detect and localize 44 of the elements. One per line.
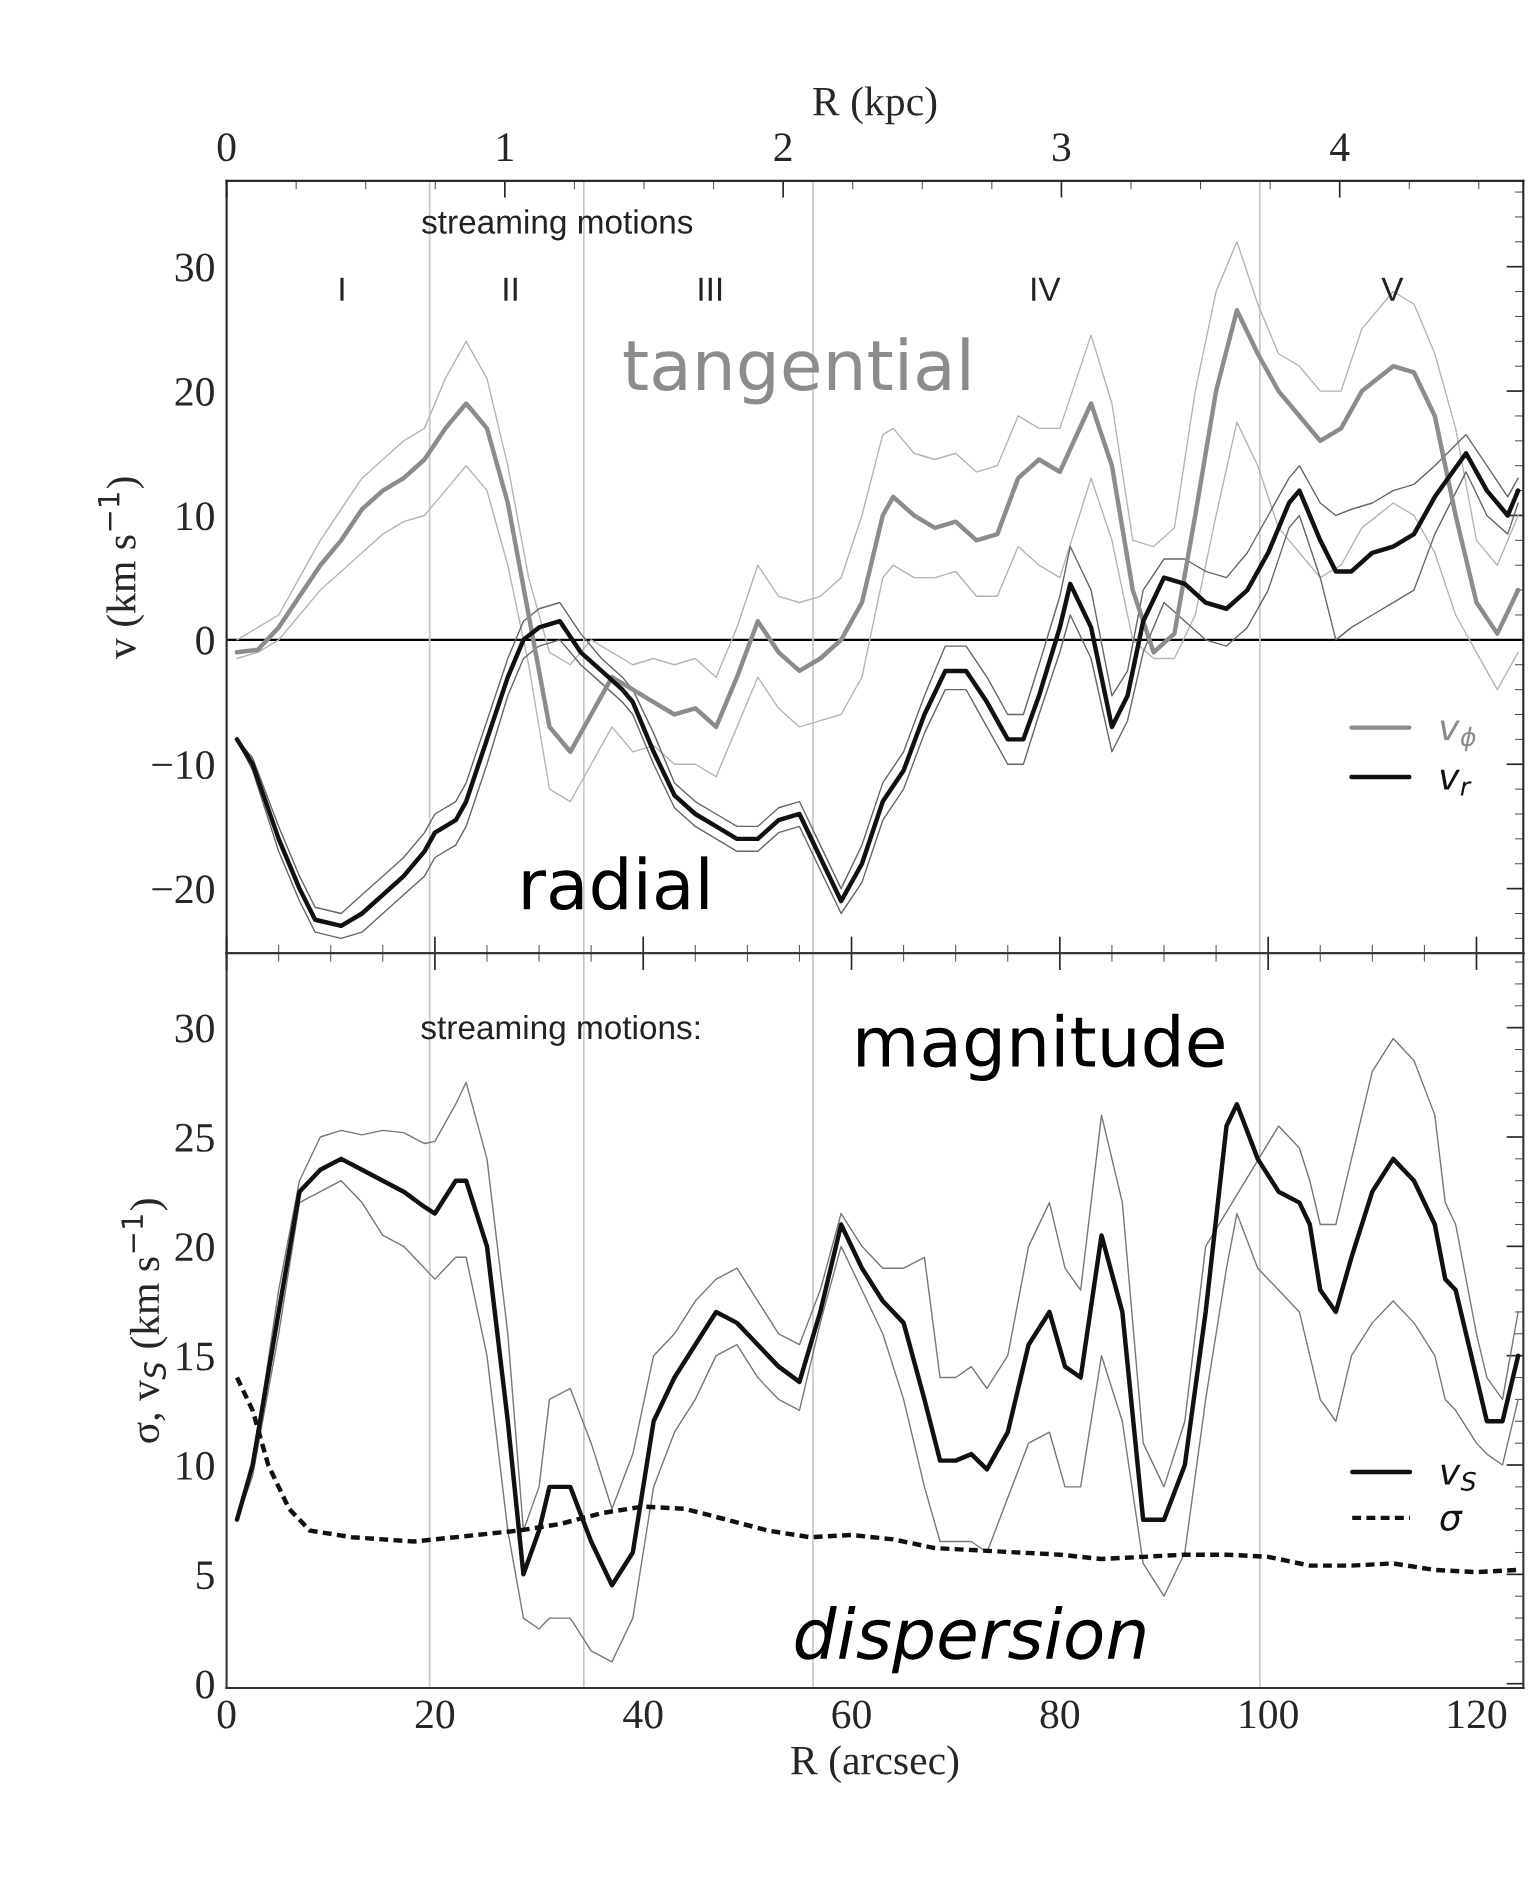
y-tick-label: 20 [175,1233,214,1262]
x2-tick-label: 2 [774,133,792,161]
legend-label: v$_{ϕ}$ [1440,720,1476,752]
annotation: V [1381,277,1404,301]
y-tick-label: 20 [175,377,214,406]
x-tick-label: 20 [415,1700,455,1729]
x2-tick-label: 4 [1330,133,1350,161]
y-tick-label: 0 [196,1670,214,1699]
y-tick-label: 0 [196,626,214,655]
annotation: magnitude [858,1013,1224,1081]
y-tick-label: −10 [152,750,214,780]
x-tick-label: 100 [1240,1700,1298,1729]
y-tick-label: 15 [177,1342,214,1371]
y-tick-label: 30 [175,253,214,282]
annotation: I [340,277,344,301]
y-tick-label: 5 [197,1561,214,1590]
x-axis-title: R (arcsec) [791,1745,959,1784]
legend-label: v$_{r}$ [1440,769,1472,796]
y-tick-label: 25 [175,1123,214,1152]
y-tick-label: −20 [152,875,214,904]
x-tick-label: 60 [832,1700,871,1729]
x2-tick-label: 3 [1052,133,1071,162]
annotation: IV [1032,277,1061,301]
y-tick-label: 30 [175,1014,214,1043]
annotation: III [699,277,722,301]
x-tick-label: 40 [623,1700,663,1729]
annotation: streaming motions: [421,1014,699,1046]
x2-tick-label: 0 [217,133,236,162]
annotation: tangential [623,337,969,405]
y-axis-title: σ, v$_{S}$ (km s$^{−1}$) [121,1199,168,1443]
x-tick-label: 0 [217,1700,236,1729]
annotation: II [504,277,517,301]
annotation: streaming motions [422,209,693,241]
x-tick-label: 120 [1448,1700,1507,1729]
y-tick-label: 10 [177,1451,214,1480]
x2-tick-label: 1 [498,133,513,161]
legend-label: σ [1440,1510,1463,1532]
annotation: dispersion [795,1605,1145,1674]
x2-axis-title: R (kpc) [813,86,937,125]
y-tick-label: 10 [177,502,214,531]
x-tick-label: 80 [1040,1700,1080,1729]
y-axis-title: v (km s$^{−1}$) [98,477,145,659]
legend-label: v$_{S}$ [1441,1464,1476,1491]
annotation: radial [523,856,708,911]
